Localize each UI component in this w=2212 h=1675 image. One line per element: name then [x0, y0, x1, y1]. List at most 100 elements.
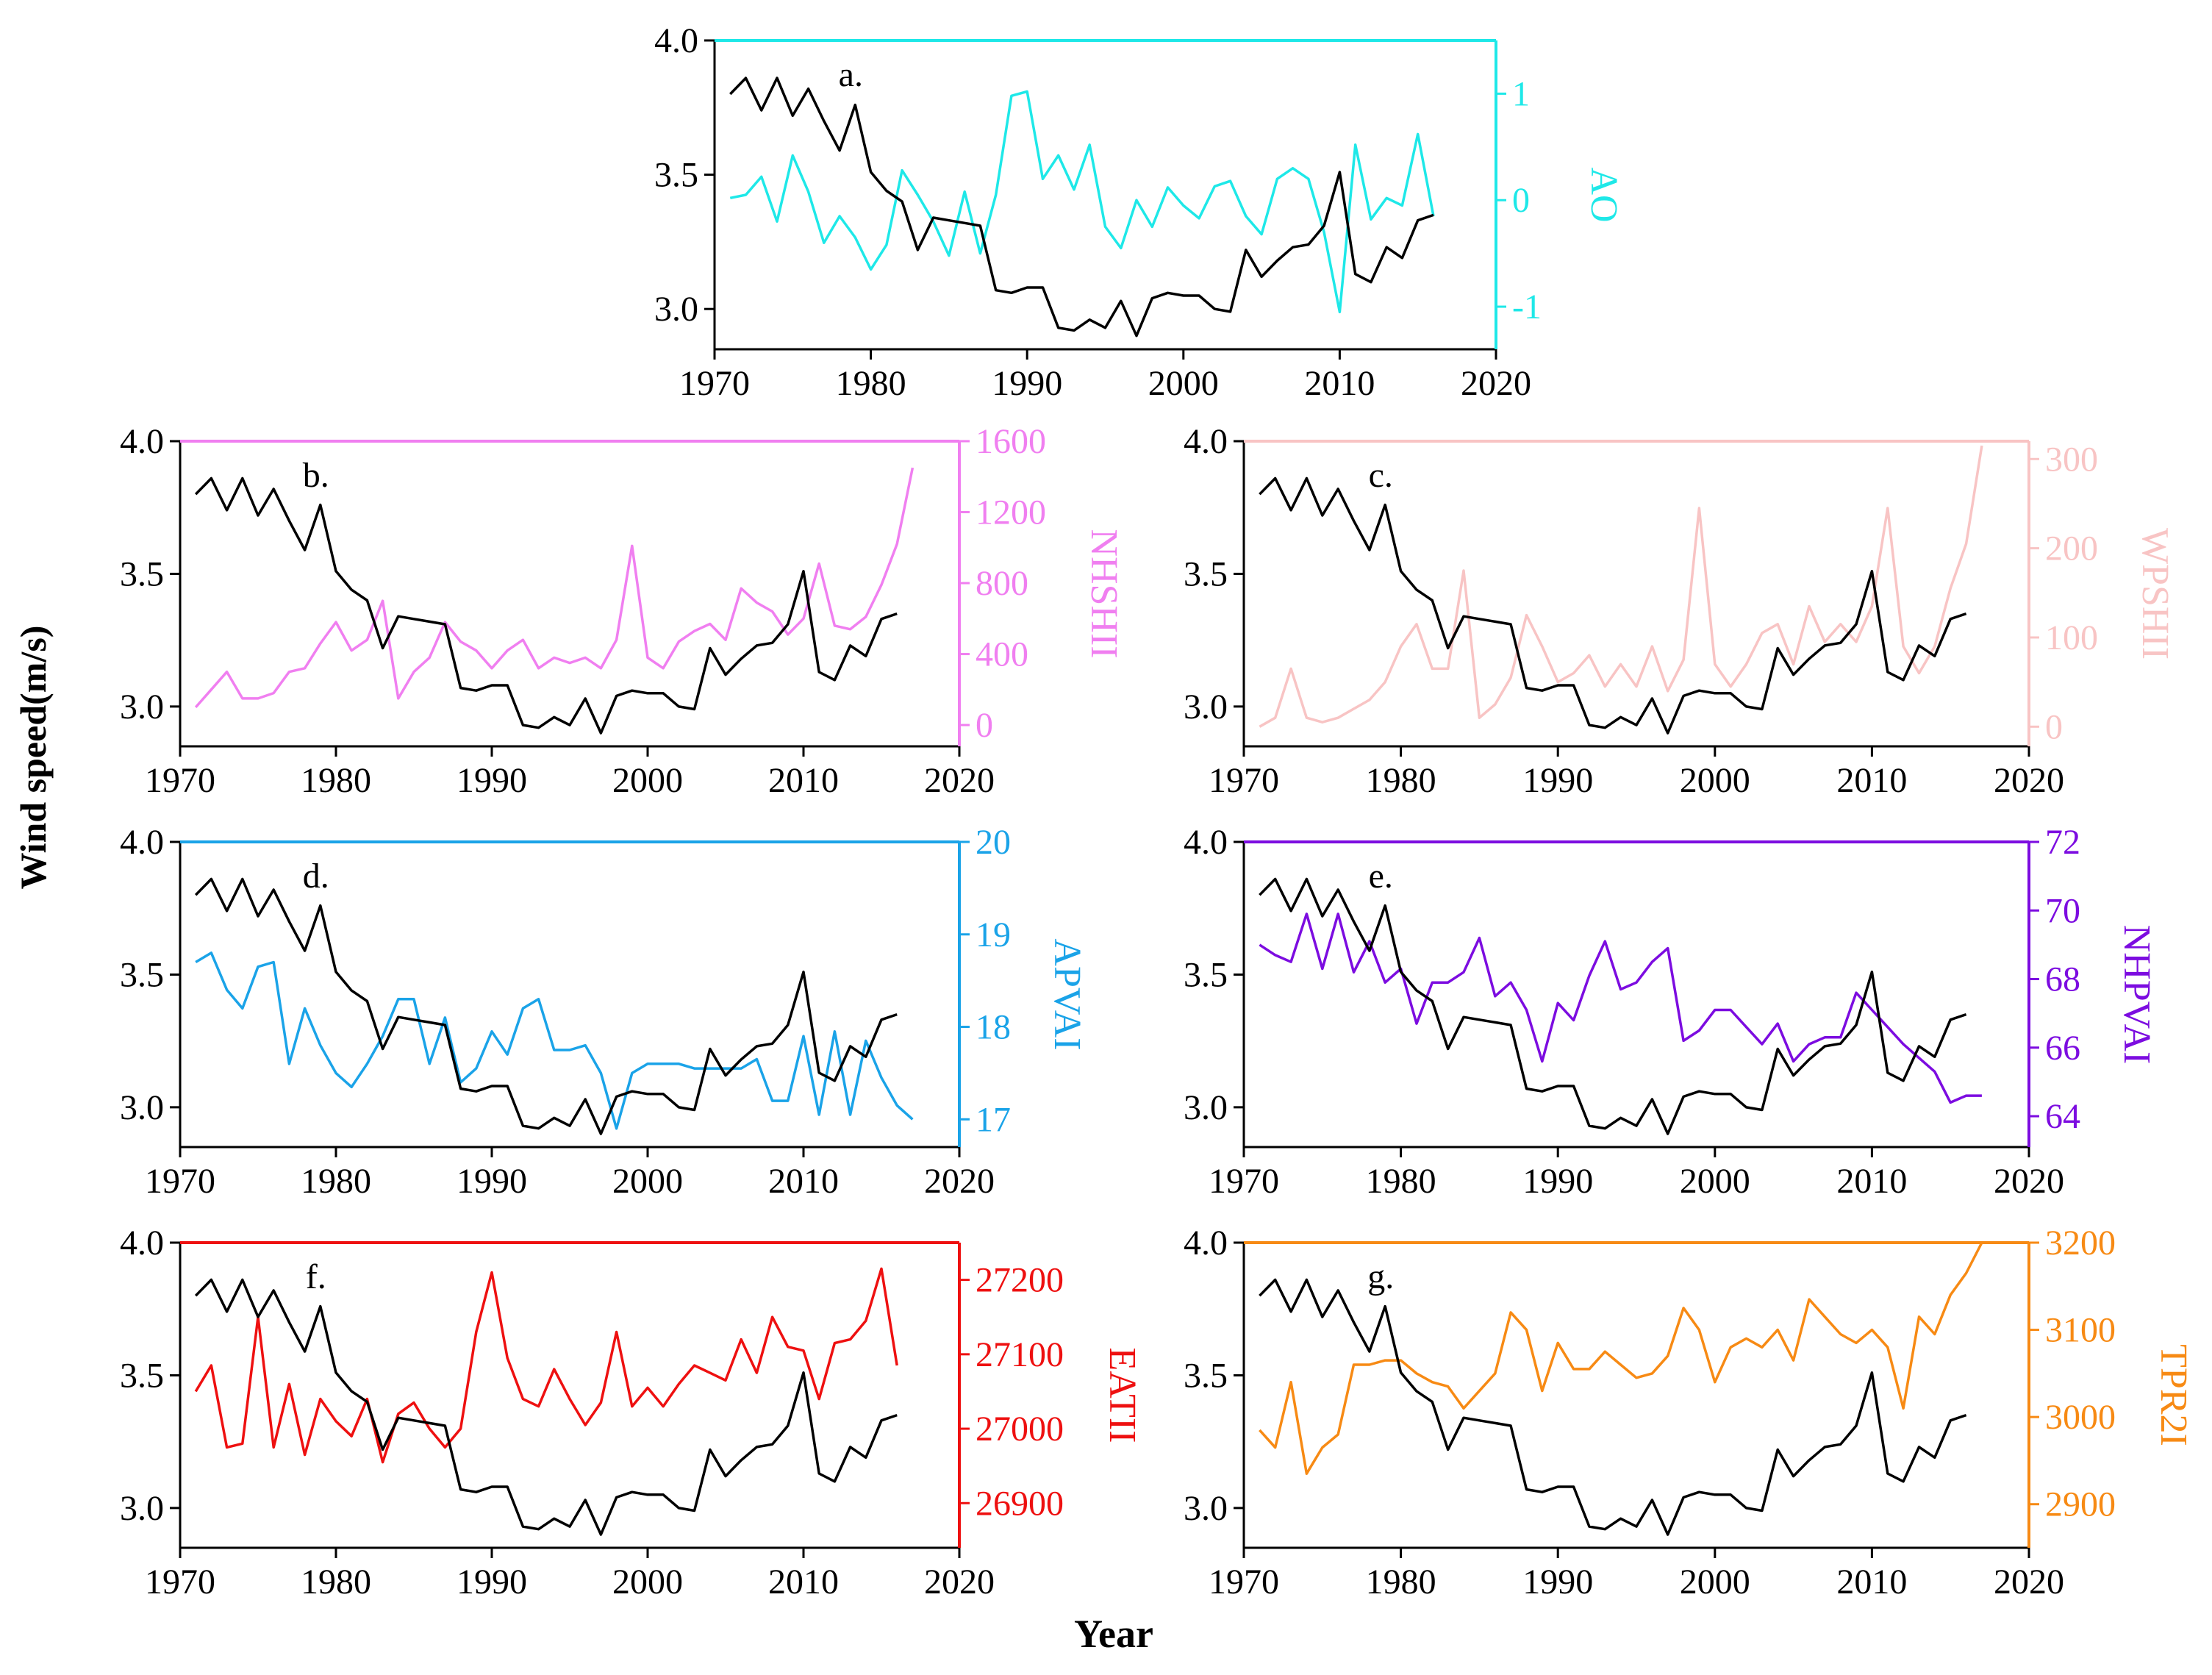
x-tick-label: 1990 — [1522, 1562, 1593, 1601]
right-tick-label: 27000 — [976, 1410, 1064, 1449]
left-tick-label: 4.0 — [120, 823, 164, 862]
x-tick-label: 1990 — [457, 1162, 527, 1201]
series-line-wind-speed — [1259, 877, 1967, 1135]
x-tick-label: 2020 — [924, 1162, 995, 1201]
left-tick-label: 3.5 — [1184, 554, 1228, 593]
right-tick-label: 72 — [2045, 823, 2080, 862]
left-tick-label: 4.0 — [120, 422, 164, 461]
chart-panel-a: 1970 1980 1990 2000 2010 2020 3.0 3.5 4.0 -1 0 1 AO a… — [654, 21, 1625, 403]
x-tick-label: 1980 — [1366, 1562, 1436, 1601]
x-tick-label: 2010 — [768, 1162, 839, 1201]
panel-label: d. — [303, 857, 329, 896]
right-axis-label: APVAI — [1046, 938, 1088, 1050]
panel-label: b. — [303, 456, 329, 495]
left-tick-label: 3.0 — [120, 1489, 164, 1528]
right-axis-label: NHPVAI — [2116, 925, 2158, 1065]
x-tick-label: 2000 — [1680, 1162, 1750, 1201]
right-tick-label: 68 — [2045, 960, 2080, 999]
left-tick-label: 4.0 — [120, 1224, 164, 1262]
left-tick-label: 3.0 — [120, 1088, 164, 1127]
chart-panel-g: 1970 1980 1990 2000 2010 2020 3.0 3.5 4.0 2900 300… — [1184, 1224, 2194, 1601]
right-tick-label: 20 — [976, 823, 1011, 862]
left-tick-label: 3.0 — [1184, 1088, 1228, 1127]
x-tick-label: 2010 — [1836, 1162, 1907, 1201]
right-tick-label: 800 — [976, 564, 1028, 603]
x-tick-label: 2000 — [1680, 1562, 1750, 1601]
x-tick-label: 1970 — [1209, 1562, 1279, 1601]
left-tick-label: 4.0 — [654, 21, 698, 60]
x-tick-label: 2000 — [612, 1162, 683, 1201]
series-line-wpshii — [1259, 445, 1983, 728]
right-tick-label: 27100 — [976, 1335, 1064, 1374]
right-tick-label: 18 — [976, 1008, 1011, 1047]
x-tick-label: 2020 — [1994, 761, 2064, 800]
right-tick-label: 300 — [2045, 440, 2098, 479]
x-tick-label: 2000 — [1148, 364, 1219, 403]
x-tick-label: 1970 — [145, 1562, 215, 1601]
right-axis-label: NHSHII — [1083, 529, 1125, 658]
x-tick-label: 1970 — [679, 364, 750, 403]
left-tick-label: 3.0 — [1184, 1489, 1228, 1528]
right-tick-label: 200 — [2045, 529, 2098, 568]
series-line-tpr2i — [1259, 1242, 1983, 1475]
right-axis-label: AO — [1583, 167, 1625, 222]
x-tick-label: 2010 — [768, 761, 839, 800]
series-line-apvai — [195, 951, 914, 1130]
left-tick-label: 3.5 — [654, 156, 698, 195]
left-tick-label: 3.5 — [1184, 955, 1228, 994]
series-line-wind-speed — [194, 877, 898, 1135]
series-line-ao — [729, 90, 1435, 314]
chart-panel-c: 1970 1980 1990 2000 2010 2020 3.0 3.5 4.0 0 100 200… — [1184, 422, 2176, 800]
x-tick-label: 1970 — [1209, 1162, 1279, 1201]
x-tick-label: 2020 — [1994, 1162, 2064, 1201]
right-axis-label: EATII — [1101, 1348, 1143, 1443]
panel-label: f. — [306, 1257, 326, 1296]
x-tick-label: 1980 — [1366, 761, 1436, 800]
x-tick-label: 1970 — [145, 1162, 215, 1201]
x-tick-label: 1980 — [301, 761, 371, 800]
right-tick-label: 2900 — [2045, 1485, 2116, 1524]
x-tick-label: 2010 — [1836, 761, 1907, 800]
chart-panel-f: 1970 1980 1990 2000 2010 2020 3.0 3.5 4.0 26900 27… — [120, 1224, 1143, 1601]
right-tick-label: 17 — [976, 1100, 1011, 1139]
right-tick-label: 0 — [1512, 181, 1530, 220]
right-tick-label: 1600 — [976, 422, 1046, 461]
left-tick-label: 3.0 — [654, 290, 698, 329]
right-tick-label: 100 — [2045, 618, 2098, 657]
right-tick-label: 400 — [976, 635, 1028, 674]
left-tick-label: 3.0 — [120, 688, 164, 726]
right-tick-label: 26900 — [976, 1484, 1064, 1523]
series-line-wind-speed — [1259, 476, 1967, 735]
right-tick-label: 3200 — [2045, 1224, 2116, 1262]
x-tick-label: 1980 — [301, 1162, 371, 1201]
x-tick-label: 1980 — [1366, 1162, 1436, 1201]
right-tick-label: 3100 — [2045, 1311, 2116, 1350]
right-axis-label: WPSHII — [2134, 528, 2176, 660]
x-tick-label: 1980 — [836, 364, 906, 403]
global-xlabel: Year — [1074, 1612, 1153, 1656]
x-tick-label: 2010 — [1304, 364, 1375, 403]
right-tick-label: 66 — [2045, 1029, 2080, 1068]
right-tick-label: 3000 — [2045, 1398, 2116, 1437]
x-tick-label: 1970 — [1209, 761, 1279, 800]
series-line-nhpvai — [1259, 913, 1982, 1104]
panel-label: g. — [1367, 1257, 1394, 1296]
x-tick-label: 2010 — [1836, 1562, 1907, 1601]
chart-panel-d: 1970 1980 1990 2000 2010 2020 3.0 3.5 4.0 17 18 19 2… — [120, 823, 1088, 1201]
left-tick-label: 4.0 — [1184, 1224, 1228, 1262]
x-tick-label: 1970 — [145, 761, 215, 800]
series-line-wind-speed — [194, 1278, 898, 1536]
panel-label: c. — [1369, 456, 1393, 495]
left-tick-label: 3.5 — [120, 554, 164, 593]
right-tick-label: 64 — [2045, 1097, 2080, 1136]
panel-label: a. — [839, 55, 863, 94]
x-tick-label: 2020 — [924, 761, 995, 800]
x-tick-label: 2000 — [612, 761, 683, 800]
right-tick-label: 19 — [976, 915, 1011, 954]
right-tick-label: 1200 — [976, 493, 1046, 532]
right-tick-label: 0 — [2045, 707, 2063, 746]
series-line-wind-speed — [729, 76, 1434, 338]
series-line-eatii — [194, 1267, 898, 1464]
x-tick-label: 1990 — [992, 364, 1062, 403]
left-tick-label: 3.0 — [1184, 688, 1228, 726]
